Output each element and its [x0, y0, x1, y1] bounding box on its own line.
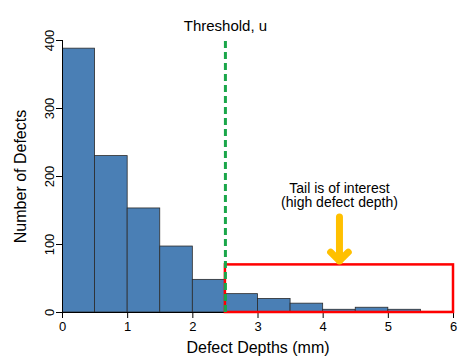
svg-text:Number of Defects: Number of Defects [12, 110, 29, 243]
svg-text:3: 3 [254, 319, 261, 334]
svg-text:400: 400 [42, 30, 57, 52]
svg-text:Defect Depths (mm): Defect Depths (mm) [186, 339, 329, 356]
svg-text:Tail is of interest(high defec: Tail is of interest(high defect depth) [281, 180, 398, 210]
svg-text:1: 1 [124, 319, 131, 334]
svg-text:2: 2 [189, 319, 196, 334]
svg-text:300: 300 [42, 98, 57, 120]
svg-text:200: 200 [42, 166, 57, 188]
svg-text:100: 100 [42, 234, 57, 256]
svg-text:4: 4 [320, 319, 327, 334]
svg-text:Threshold, u: Threshold, u [184, 17, 267, 34]
svg-text:6: 6 [450, 319, 457, 334]
svg-text:0: 0 [59, 319, 66, 334]
svg-text:5: 5 [385, 319, 392, 334]
svg-text:0: 0 [42, 309, 57, 316]
